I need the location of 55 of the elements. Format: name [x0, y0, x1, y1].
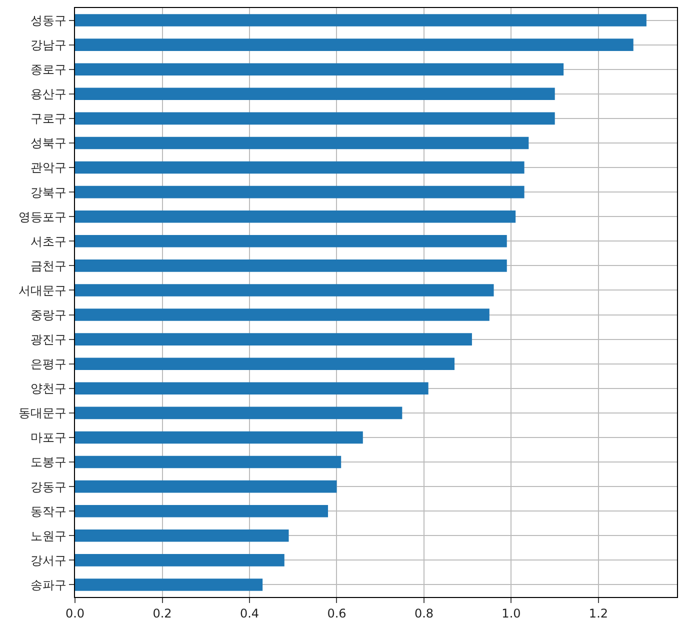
x-tick-label: 0.6 — [327, 606, 346, 620]
bar — [75, 38, 634, 51]
x-tick-label: 1.0 — [502, 606, 521, 620]
bar — [75, 284, 494, 296]
bar — [75, 406, 402, 420]
y-tick-label: 영등포구 — [18, 210, 67, 224]
y-tick-label: 강북구 — [30, 185, 67, 200]
bar — [75, 136, 529, 150]
x-tick-label: 0.0 — [65, 606, 85, 620]
y-tick-label: 도봉구 — [30, 455, 67, 470]
y-tick-label: 관악구 — [30, 160, 67, 175]
y-tick-label: 강서구 — [30, 553, 67, 568]
bar — [75, 210, 516, 223]
x-tick-label: 0.8 — [414, 606, 434, 620]
y-tick-label: 동대문구 — [18, 406, 67, 420]
bar — [75, 14, 646, 26]
bar — [75, 358, 455, 370]
y-tick-label: 양천구 — [30, 382, 67, 396]
x-tick-label: 0.2 — [152, 606, 172, 620]
y-tick-label: 종로구 — [30, 62, 67, 77]
bar — [75, 235, 507, 248]
y-tick-label: 동작구 — [30, 504, 67, 518]
y-tick-label: 서초구 — [30, 234, 67, 248]
bar — [75, 161, 524, 174]
bar — [75, 504, 328, 518]
y-tick-label: 서대문구 — [18, 283, 67, 298]
y-tick-label: 성북구 — [30, 136, 67, 150]
bar — [75, 333, 472, 346]
bar — [75, 530, 289, 542]
bar — [75, 308, 490, 321]
y-tick-label: 용산구 — [30, 87, 67, 102]
bar — [75, 260, 507, 272]
y-tick-label: 송파구 — [30, 578, 67, 592]
bar — [75, 431, 363, 444]
y-tick-label: 구로구 — [30, 112, 67, 126]
y-tick-label: 노원구 — [30, 528, 67, 543]
y-tick-label: 금천구 — [30, 258, 67, 273]
y-tick-label: 강남구 — [30, 38, 67, 52]
bar — [75, 63, 564, 76]
y-tick-label: 마포구 — [30, 430, 67, 445]
x-tick-label: 1.2 — [588, 606, 608, 620]
bar — [75, 382, 428, 395]
bar — [75, 186, 524, 198]
bar — [75, 456, 342, 468]
x-tick-label: 0.4 — [240, 606, 260, 620]
y-tick-label: 광진구 — [30, 332, 67, 347]
bar — [75, 112, 555, 125]
y-tick-label: 강동구 — [30, 480, 67, 494]
bar — [75, 480, 337, 493]
y-tick-label: 은평구 — [30, 357, 67, 372]
bar — [75, 554, 284, 566]
y-tick-label: 중랑구 — [30, 308, 67, 322]
bar — [75, 578, 263, 591]
bar — [75, 88, 555, 100]
y-tick-label: 성동구 — [30, 13, 67, 28]
